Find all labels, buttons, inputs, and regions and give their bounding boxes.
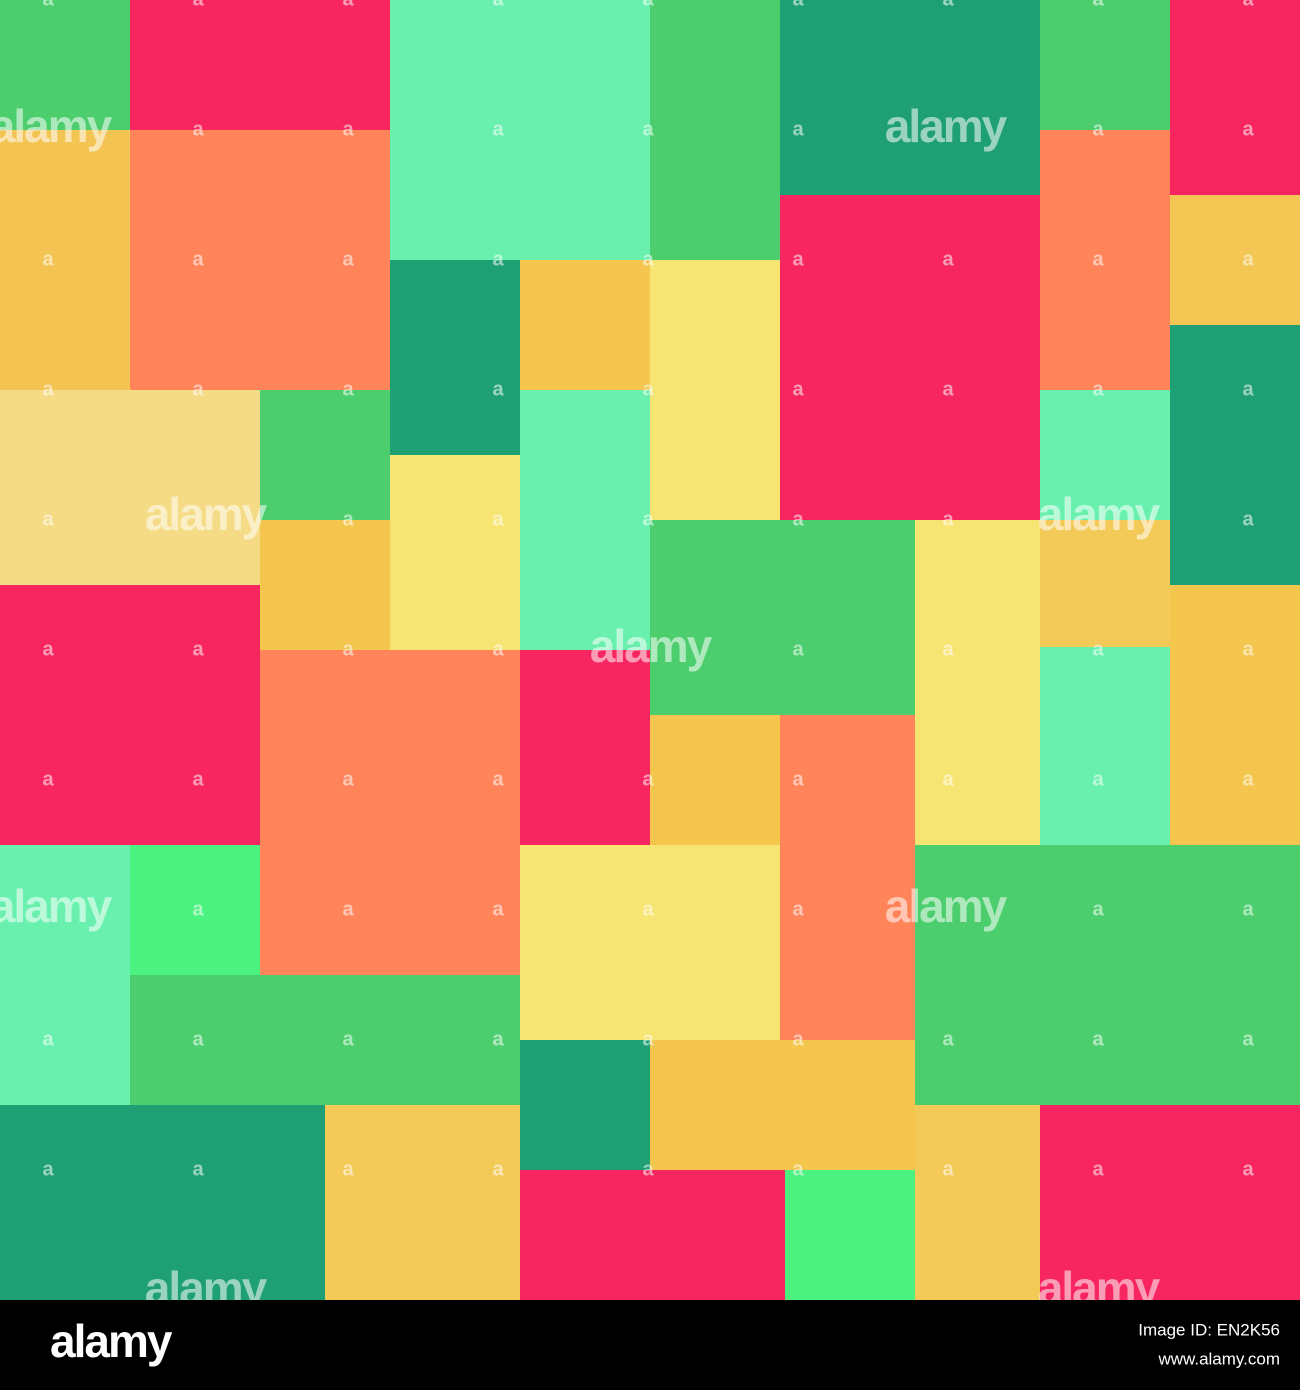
watermark-mark: a — [792, 0, 804, 10]
image-id: Image ID: EN2K56 — [1138, 1320, 1280, 1339]
watermark-mark: a — [642, 248, 654, 270]
watermark-mark: a — [942, 0, 954, 10]
watermark-mark: a — [942, 378, 954, 400]
watermark-mark: a — [942, 638, 954, 660]
watermark-mark: a — [342, 898, 354, 920]
watermark-mark: a — [1092, 1028, 1104, 1050]
watermark-mark: a — [792, 1158, 804, 1180]
watermark-mark: a — [1092, 768, 1104, 790]
watermark-mark: a — [792, 248, 804, 270]
watermark-mark: a — [642, 1158, 654, 1180]
watermark: alamy — [590, 620, 713, 672]
watermark-mark: a — [492, 378, 504, 400]
watermark-mark: a — [192, 638, 204, 660]
watermark-mark: a — [1242, 1028, 1254, 1050]
watermark-mark: a — [342, 0, 354, 10]
watermark-mark: a — [492, 898, 504, 920]
watermark-mark: a — [942, 508, 954, 530]
watermark-mark: a — [642, 768, 654, 790]
watermark-mark: a — [192, 0, 204, 10]
watermark-mark: a — [942, 248, 954, 270]
watermark-mark: a — [1242, 898, 1254, 920]
watermark-mark: a — [942, 1158, 954, 1180]
watermark-mark: a — [42, 1028, 54, 1050]
watermark-mark: a — [492, 118, 504, 140]
watermark-mark: a — [342, 638, 354, 660]
watermark-mark: a — [192, 1158, 204, 1180]
watermark-mark: a — [42, 248, 54, 270]
watermark-mark: a — [792, 378, 804, 400]
watermark-mark: a — [42, 768, 54, 790]
watermark-mark: a — [492, 248, 504, 270]
watermark-mark: a — [42, 508, 54, 530]
watermark-mark: a — [192, 248, 204, 270]
watermark-mark: a — [642, 378, 654, 400]
watermark-mark: a — [1092, 118, 1104, 140]
watermark: alamy — [1038, 488, 1161, 540]
watermark-mark: a — [342, 768, 354, 790]
watermark-mark: a — [492, 768, 504, 790]
watermark-mark: a — [42, 1158, 54, 1180]
watermark-mark: a — [1092, 378, 1104, 400]
watermark-mark: a — [492, 0, 504, 10]
watermark-mark: a — [942, 1028, 954, 1050]
watermark-mark: a — [642, 0, 654, 10]
watermark-mark: a — [642, 118, 654, 140]
watermark-mark: a — [342, 248, 354, 270]
footer-url: www.alamy.com — [1157, 1349, 1280, 1368]
watermark-mark: a — [642, 508, 654, 530]
watermark-mark: a — [342, 508, 354, 530]
watermark-mark: a — [492, 638, 504, 660]
watermark-mark: a — [192, 378, 204, 400]
watermark-mark: a — [1092, 1158, 1104, 1180]
footer-bar — [0, 1300, 1300, 1390]
watermark-mark: a — [42, 378, 54, 400]
watermark: alamy — [145, 488, 268, 540]
watermark-mark: a — [1092, 0, 1104, 10]
watermark-mark: a — [1242, 248, 1254, 270]
watermark: alamy — [885, 880, 1008, 932]
watermark-mark: a — [492, 508, 504, 530]
watermark-mark: a — [792, 638, 804, 660]
watermark: alamy — [0, 100, 113, 152]
watermark-mark: a — [1092, 248, 1104, 270]
watermark-mark: a — [792, 768, 804, 790]
watermark-mark: a — [1092, 898, 1104, 920]
watermark-mark: a — [1242, 638, 1254, 660]
watermark-mark: a — [492, 1028, 504, 1050]
watermarks: a a a a a a a a a a a a a a a a a a a a a a a a a a a a a a a a a a a a a a a a… — [0, 0, 1255, 1181]
pattern — [0, 0, 1300, 1300]
watermark-mark: a — [642, 1028, 654, 1050]
watermark-mark: a — [1242, 768, 1254, 790]
watermark-mark: a — [492, 1158, 504, 1180]
watermark-mark: a — [192, 118, 204, 140]
watermark-mark: a — [1242, 378, 1254, 400]
watermark-mark: a — [1242, 118, 1254, 140]
footer-brand: alamy — [50, 1315, 173, 1367]
watermark-mark: a — [792, 508, 804, 530]
watermark: alamy — [885, 100, 1008, 152]
watermark-mark: a — [792, 118, 804, 140]
watermark-mark: a — [642, 898, 654, 920]
watermark-mark: a — [42, 0, 54, 10]
watermark-mark: a — [192, 1028, 204, 1050]
watermark-mark: a — [1242, 508, 1254, 530]
watermark-mark: a — [792, 1028, 804, 1050]
watermark-mark: a — [342, 1158, 354, 1180]
watermark-mark: a — [342, 378, 354, 400]
watermark-mark: a — [192, 768, 204, 790]
watermark-mark: a — [942, 768, 954, 790]
watermark-mark: a — [792, 898, 804, 920]
watermark-mark: a — [192, 898, 204, 920]
watermark-mark: a — [342, 118, 354, 140]
watermark-mark: a — [342, 1028, 354, 1050]
watermark-mark: a — [1242, 1158, 1254, 1180]
watermark-mark: a — [1092, 638, 1104, 660]
watermark-mark: a — [42, 638, 54, 660]
watermark-mark: a — [1242, 0, 1254, 10]
watermark: alamy — [0, 880, 113, 932]
